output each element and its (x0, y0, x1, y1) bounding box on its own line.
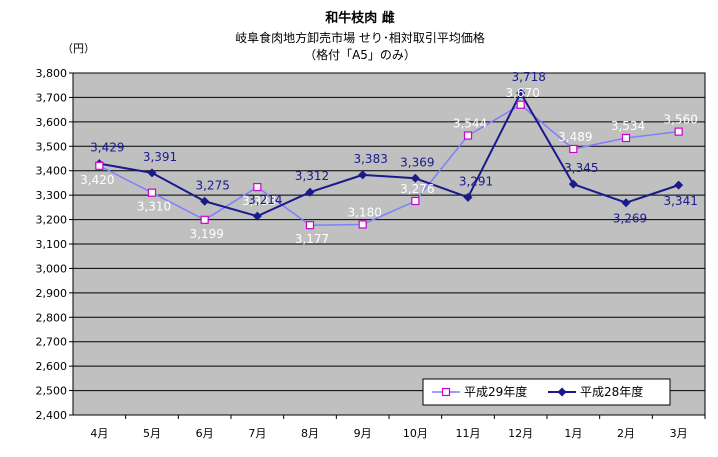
data-label-h29: 3,310 (137, 200, 171, 214)
marker-h28 (305, 187, 315, 197)
data-label-h28: 3,269 (613, 212, 647, 226)
x-tick-label: 8月 (301, 427, 319, 440)
legend-label-h28: 平成28年度 (580, 384, 643, 399)
data-label-h28: 3,383 (353, 152, 387, 166)
marker-h28 (252, 211, 262, 221)
y-tick-label: 2,500 (36, 385, 68, 398)
y-tick-label: 3,500 (36, 140, 68, 153)
data-label-h28: 3,391 (143, 150, 177, 164)
series-line-h29 (98, 104, 679, 226)
data-label-h29: 3,534 (611, 119, 645, 133)
x-tick-label: 1月 (564, 427, 582, 440)
x-tick-label: 11月 (456, 427, 481, 440)
data-label-h29: 3,199 (189, 227, 223, 241)
marker-h28 (516, 88, 526, 98)
data-label-h29: 3,276 (400, 182, 434, 196)
y-tick-label: 3,800 (36, 67, 68, 80)
y-tick-label: 3,300 (36, 189, 68, 202)
data-label-h29: 3,333 (242, 194, 276, 208)
data-label-h28: 3,341 (663, 194, 697, 208)
y-tick-label: 3,000 (36, 262, 68, 275)
marker-h29 (200, 215, 209, 224)
y-tick-label: 3,600 (36, 116, 68, 129)
y-tick-label: 2,900 (36, 287, 68, 300)
series-layer (94, 88, 684, 230)
marker-h28 (410, 173, 420, 183)
y-tick-label: 3,100 (36, 238, 68, 251)
data-label-h29: 3,544 (453, 117, 487, 131)
y-axis-ticks: 2,400 2,500 2,600 2,700 2,800 2,900 3,000 3,100… (36, 67, 68, 422)
data-label-h29: 3,560 (663, 113, 697, 127)
data-label-h29: 3,177 (295, 232, 329, 246)
y-tick-label: 2,800 (36, 311, 68, 324)
marker-h29 (358, 220, 367, 229)
data-label-h28: 3,312 (295, 169, 329, 183)
data-label-h28: 3,369 (400, 155, 434, 169)
marker-h28 (463, 192, 473, 202)
marker-h29 (674, 127, 683, 136)
data-label-h28: 3,291 (459, 174, 493, 188)
x-tick-label: 10月 (403, 427, 428, 440)
chart-title: 和牛枝肉 雌 (325, 10, 395, 26)
series-line-h28 (99, 92, 679, 218)
x-tick-label: 7月 (248, 427, 266, 440)
marker-h28 (568, 179, 578, 189)
y-tick-label: 2,400 (36, 409, 68, 422)
x-tick-label: 4月 (90, 427, 108, 440)
data-label-h28: 3,429 (90, 141, 124, 155)
data-label-h28: 3,275 (195, 178, 229, 192)
marker-h28 (358, 170, 368, 180)
marker-h29 (305, 221, 315, 230)
legend-marker-h28 (557, 387, 567, 397)
chart-subtitle-line-1: 岐阜食肉地方卸売市場 せり･相対取引平均価格 (235, 30, 485, 45)
marker-h28 (147, 168, 157, 178)
data-label-h29: 3,489 (558, 130, 592, 144)
marker-h29 (621, 133, 631, 143)
gridlines (69, 72, 706, 416)
marker-h28 (621, 198, 631, 208)
marker-h29 (253, 182, 262, 192)
data-label-h28: 3,214 (248, 193, 282, 207)
data-labels: 3,420 3,310 3,199 3,333 3,177 3,180 3,276 3,544… (80, 70, 698, 246)
data-label-h28: 3,345 (564, 161, 598, 175)
data-label-h29: 3,420 (80, 173, 114, 187)
x-tick-label: 9月 (354, 427, 372, 440)
y-axis-unit-label: （円） (62, 42, 95, 55)
y-tick-label: 2,700 (36, 336, 68, 349)
x-tick-label: 5月 (143, 427, 161, 440)
y-tick-label: 3,400 (36, 165, 68, 178)
legend-box (422, 378, 671, 406)
y-tick-label: 2,600 (36, 360, 68, 373)
x-tick-label: 2月 (617, 427, 635, 440)
marker-h29 (95, 161, 104, 170)
marker-h29 (569, 144, 578, 154)
data-label-h29: 3,180 (347, 205, 381, 219)
legend-marker-h29 (441, 387, 451, 397)
chart-subtitle-line-2: （格付「A5」のみ） (304, 47, 416, 62)
y-tick-label: 3,200 (36, 214, 68, 227)
data-label-h28: 3,718 (511, 70, 545, 84)
legend: 平成29年度 平成28年度 (422, 378, 671, 406)
x-tick-label: 3月 (670, 427, 688, 440)
marker-h29 (463, 131, 473, 140)
marker-h28 (200, 196, 210, 206)
data-label-h29: 3,670 (505, 86, 539, 100)
marker-h29 (147, 188, 157, 197)
y-tick-label: 3,700 (36, 91, 68, 104)
x-axis-ticks: 4月 5月 6月 7月 8月 9月 10月 11月 12月 1月 2月 3月 (90, 415, 706, 440)
x-tick-label: 6月 (196, 427, 214, 440)
legend-label-h29: 平成29年度 (464, 384, 527, 399)
marker-h28 (674, 180, 684, 190)
marker-h29 (411, 196, 420, 206)
marker-h29 (516, 100, 525, 109)
x-tick-label: 12月 (508, 427, 533, 440)
